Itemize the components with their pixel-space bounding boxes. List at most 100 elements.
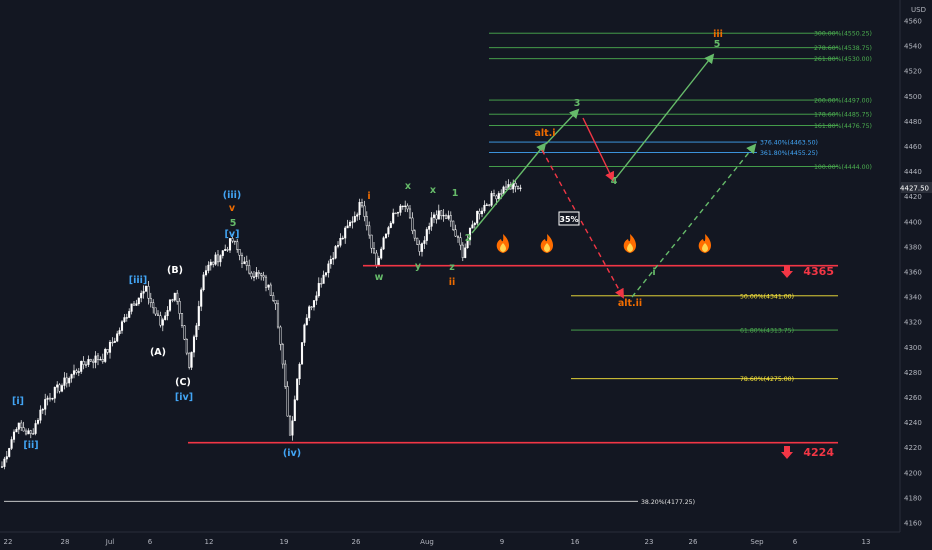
price-tick-label: 4460	[904, 143, 922, 151]
candle-body	[252, 276, 256, 278]
price-tick-label: 4480	[904, 118, 922, 126]
time-tick-label: 6	[148, 538, 153, 546]
projection-arrow[interactable]	[541, 149, 624, 299]
wave-label: x	[405, 181, 411, 192]
candle-body	[380, 248, 383, 259]
projection-arrow[interactable]	[545, 108, 580, 145]
price-tick-label: 4160	[904, 520, 922, 528]
candle-body	[132, 303, 136, 306]
candle-body	[310, 306, 313, 308]
time-tick-label: Aug	[420, 538, 434, 546]
wave-label: (B)	[167, 265, 183, 276]
candle-body	[432, 214, 436, 218]
wave-label: (iv)	[283, 448, 301, 459]
candle-body	[411, 217, 414, 232]
candle-body	[94, 355, 97, 363]
candle-body	[363, 205, 366, 217]
price-tick-label: 4400	[904, 218, 922, 226]
candle-body	[0, 466, 4, 468]
candle-body	[358, 202, 361, 216]
wave-label: [i]	[12, 396, 24, 407]
probability-value: 35%	[559, 215, 578, 224]
candle-body	[360, 202, 364, 207]
candle-body	[135, 303, 138, 306]
candle-body	[264, 276, 268, 288]
candle-body	[372, 248, 376, 254]
candle-body	[490, 193, 493, 206]
candle-body	[44, 399, 47, 410]
candle-body	[406, 205, 409, 210]
time-tick-label: 13	[862, 538, 871, 546]
candle-body	[65, 377, 68, 384]
price-tick-label: 4240	[904, 419, 922, 427]
candle-body	[492, 193, 496, 197]
wave-label: (iii)	[223, 190, 241, 201]
candle-body	[308, 306, 311, 319]
wave-label: y	[415, 261, 422, 272]
candle-body	[231, 238, 234, 242]
last-price-badge	[901, 182, 932, 193]
candle-body	[152, 302, 155, 309]
candle-body	[173, 292, 176, 301]
candle-body	[111, 341, 114, 344]
wave-label: w	[375, 272, 384, 283]
candle-body	[236, 241, 239, 250]
price-tick-label: 4360	[904, 269, 922, 277]
projection-arrow[interactable]	[582, 117, 614, 182]
candle-body	[75, 370, 78, 373]
candle-body	[267, 284, 270, 288]
candle-body	[442, 215, 445, 217]
candle-body	[305, 317, 308, 326]
price-axis[interactable]: 4560 4540 4520 4500 4480 4460 4440 4420 4400 4380…	[904, 18, 922, 528]
projection-arrow[interactable]	[631, 143, 757, 298]
wave-label: 1	[452, 188, 459, 199]
wave-label: 5	[714, 39, 721, 50]
candle-body	[209, 261, 212, 266]
candle-body	[120, 321, 124, 331]
candle-body	[221, 250, 224, 256]
candle-body	[262, 275, 265, 278]
candle-body	[171, 299, 174, 301]
projection-arrow[interactable]	[471, 142, 547, 234]
time-tick-label: 22	[4, 538, 13, 546]
candle-body	[320, 283, 323, 285]
time-tick-label: 19	[280, 538, 289, 546]
candle-body	[144, 286, 148, 292]
candle-body	[96, 355, 100, 360]
candle-body	[495, 195, 498, 200]
candle-body	[488, 204, 491, 206]
fib-level-label: 178.60%(4485.75)	[814, 112, 872, 119]
candle-body	[420, 243, 424, 252]
candle-body	[449, 215, 452, 222]
wave-label: 2	[465, 233, 472, 244]
wave-label: v	[229, 203, 236, 214]
candle-body	[87, 359, 90, 365]
candle-body	[300, 342, 304, 365]
support-level-label: 4365	[803, 265, 834, 278]
candle-body	[46, 397, 49, 400]
candle-body	[483, 204, 486, 212]
wave-label: [iv]	[175, 392, 193, 403]
candle-body	[137, 297, 140, 304]
candle-body	[207, 264, 210, 271]
candle-body	[39, 409, 42, 421]
candle-body	[257, 272, 260, 275]
candle-body	[464, 247, 467, 258]
candle-body	[243, 261, 246, 264]
time-tick-label: 16	[571, 538, 580, 546]
candle-body	[147, 286, 150, 299]
candle-body	[84, 364, 88, 366]
wave-label: alt.ii	[618, 298, 642, 309]
candle-body	[353, 216, 356, 222]
candle-body	[164, 315, 167, 320]
candle-body	[142, 291, 145, 294]
time-tick-label: 28	[61, 538, 70, 546]
time-axis[interactable]: 22 28 Jul 6 12 19 26 Aug 9 16 23 26 Sep 6 13	[4, 538, 871, 546]
candle-body	[332, 257, 335, 260]
projection-arrow[interactable]	[615, 53, 715, 179]
price-tick-label: 4340	[904, 294, 922, 302]
candle-body	[351, 221, 354, 223]
candle-body	[5, 456, 8, 460]
wave-label: i	[367, 191, 370, 202]
